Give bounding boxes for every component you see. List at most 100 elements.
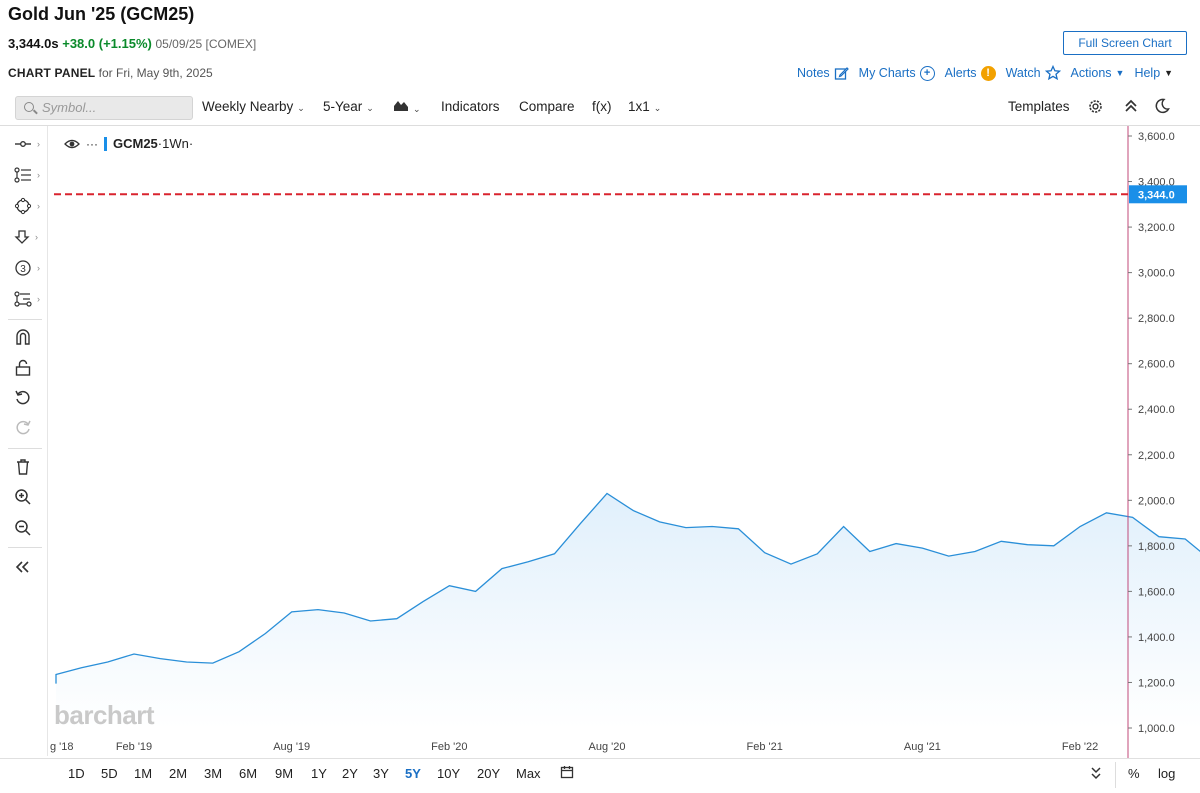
range-button-20y[interactable]: 20Y	[477, 766, 501, 781]
range-button-3m[interactable]: 3M	[204, 766, 223, 781]
chart-type-select[interactable]: ⌄	[393, 98, 421, 115]
layout-label: 1x1	[628, 99, 650, 114]
tool-fibonacci[interactable]: ›	[14, 163, 44, 187]
pattern-tool-icon	[14, 291, 32, 307]
indicators-button[interactable]: Indicators	[441, 99, 500, 114]
watch-button[interactable]: Watch	[1006, 65, 1061, 81]
x-tick-label: Feb '19	[116, 741, 152, 753]
collapse-sidebar-button[interactable]	[14, 555, 44, 579]
range-button-max[interactable]: Max	[516, 766, 541, 781]
percent-toggle[interactable]: %	[1128, 766, 1140, 781]
chevron-down-icon: ⌄	[366, 103, 374, 113]
x-tick-label: Aug '19	[273, 741, 310, 753]
full-screen-chart-button[interactable]: Full Screen Chart	[1063, 31, 1187, 55]
redo-icon	[16, 420, 31, 435]
range-button-3y[interactable]: 3Y	[373, 766, 389, 781]
templates-button[interactable]: Templates	[1008, 99, 1070, 114]
frequency-label: Weekly Nearby	[202, 99, 294, 114]
svg-text:3: 3	[20, 264, 26, 275]
range-button-5d[interactable]: 5D	[101, 766, 118, 781]
tool-magnet[interactable]	[14, 325, 44, 349]
layout-select[interactable]: 1x1 ⌄	[628, 99, 661, 114]
y-tick-label: 1,600.0	[1138, 586, 1175, 598]
chevron-right-icon: ›	[37, 294, 40, 304]
last-price-tag	[1129, 185, 1187, 204]
x-tick-label: Aug '21	[904, 741, 941, 753]
log-scale-toggle[interactable]: log	[1158, 766, 1176, 781]
range-button-10y[interactable]: 10Y	[437, 766, 461, 781]
tool-numbered-marker[interactable]: 3 ›	[14, 256, 44, 280]
undo-button[interactable]	[14, 386, 44, 410]
compare-button[interactable]: Compare	[519, 99, 575, 114]
collapse-up-button[interactable]	[1124, 98, 1138, 117]
notes-button[interactable]: Notes	[797, 66, 849, 81]
tool-shape[interactable]: ›	[14, 194, 44, 218]
tool-divider	[8, 319, 42, 320]
double-chevron-up-icon	[1125, 99, 1137, 112]
x-tick-label: g '18	[50, 741, 74, 753]
alert-icon: !	[980, 65, 996, 81]
pencil-icon	[834, 66, 849, 80]
dark-mode-toggle[interactable]	[1154, 98, 1170, 117]
chevron-right-icon: ›	[37, 139, 40, 149]
magnet-icon	[16, 329, 30, 345]
series-color-swatch	[104, 136, 107, 151]
x-tick-label: Feb '21	[747, 741, 783, 753]
help-label: Help	[1134, 66, 1161, 80]
y-tick-label: 2,000.0	[1138, 495, 1175, 507]
symbol-search-input[interactable]: Symbol...	[15, 96, 193, 120]
help-menu[interactable]: Help ▼	[1134, 66, 1173, 80]
range-button-9m[interactable]: 9M	[275, 766, 294, 781]
range-button-2m[interactable]: 2M	[169, 766, 188, 781]
x-tick-label: Aug '20	[589, 741, 626, 753]
caret-down-icon: ▼	[1164, 68, 1174, 78]
range-button-5y[interactable]: 5Y	[405, 766, 421, 781]
chevron-down-icon: ⌄	[413, 104, 421, 114]
actions-menu[interactable]: Actions ▼	[1071, 66, 1125, 80]
delete-drawings-button[interactable]	[14, 455, 44, 479]
period-select[interactable]: 5-Year ⌄	[323, 99, 374, 114]
chevron-right-icon: ›	[37, 170, 40, 180]
range-button-2y[interactable]: 2Y	[342, 766, 358, 781]
plus-circle-icon: +	[919, 65, 935, 81]
drawing-tools-sidebar: › › › › 3 › ›	[0, 126, 48, 756]
tool-lock[interactable]	[14, 356, 44, 380]
chevron-right-icon: ›	[37, 201, 40, 211]
zoom-out-button[interactable]	[14, 516, 44, 540]
tool-pattern[interactable]: ›	[14, 287, 44, 311]
line-tool-icon	[15, 141, 31, 147]
redo-button[interactable]	[14, 416, 44, 440]
price-change: +38.0 (+1.15%)	[62, 36, 152, 51]
notes-label: Notes	[797, 66, 830, 80]
my-charts-button[interactable]: My Charts +	[859, 65, 935, 81]
functions-button[interactable]: f(x)	[592, 99, 612, 114]
alerts-button[interactable]: Alerts !	[945, 65, 996, 81]
chevron-right-icon: ›	[35, 232, 38, 242]
price-area-fill	[56, 493, 1200, 728]
range-button-1d[interactable]: 1D	[68, 766, 85, 781]
y-tick-label: 1,800.0	[1138, 541, 1175, 553]
date-range-picker[interactable]	[560, 765, 574, 782]
fibonacci-icon	[14, 167, 31, 183]
quote-meta: 05/09/25 [COMEX]	[155, 37, 257, 51]
chart-panel-date: for Fri, May 9th, 2025	[98, 66, 213, 80]
tool-arrow[interactable]: ›	[14, 225, 44, 249]
eye-icon[interactable]	[64, 138, 80, 150]
arrow-down-icon	[14, 230, 30, 244]
range-bar	[0, 758, 1200, 793]
range-button-1m[interactable]: 1M	[134, 766, 153, 781]
y-tick-label: 1,200.0	[1138, 677, 1175, 689]
chevron-down-icon: ⌄	[297, 103, 305, 113]
y-tick-label: 2,800.0	[1138, 313, 1175, 325]
tool-line[interactable]: ›	[14, 132, 44, 156]
scroll-to-end-button[interactable]	[1090, 766, 1102, 783]
range-button-6m[interactable]: 6M	[239, 766, 258, 781]
frequency-select[interactable]: Weekly Nearby ⌄	[202, 99, 305, 114]
range-button-1y[interactable]: 1Y	[311, 766, 327, 781]
more-icon[interactable]: ···	[86, 136, 98, 151]
y-tick-label: 2,600.0	[1138, 359, 1175, 371]
numbered-marker-icon: 3	[15, 260, 31, 276]
zoom-in-button[interactable]	[14, 485, 44, 509]
settings-button[interactable]	[1087, 98, 1104, 118]
